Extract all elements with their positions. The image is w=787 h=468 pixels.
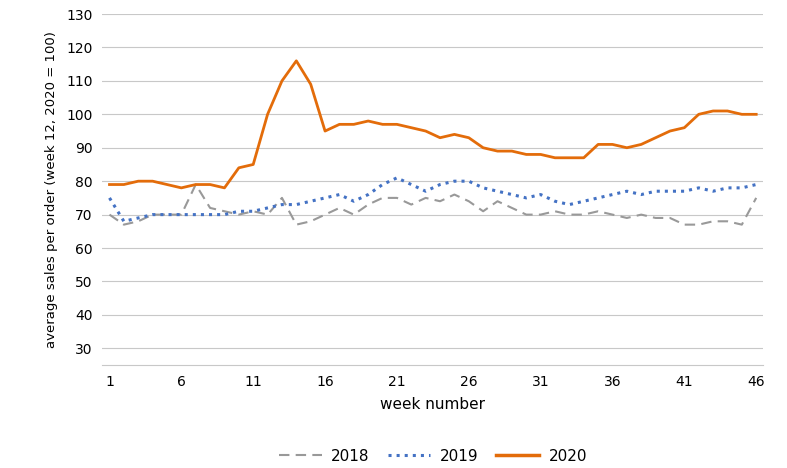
Legend: 2018, 2019, 2020: 2018, 2019, 2020 — [272, 443, 593, 468]
X-axis label: week number: week number — [380, 397, 486, 412]
Y-axis label: average sales per order (week 12, 2020 = 100): average sales per order (week 12, 2020 =… — [45, 31, 57, 348]
